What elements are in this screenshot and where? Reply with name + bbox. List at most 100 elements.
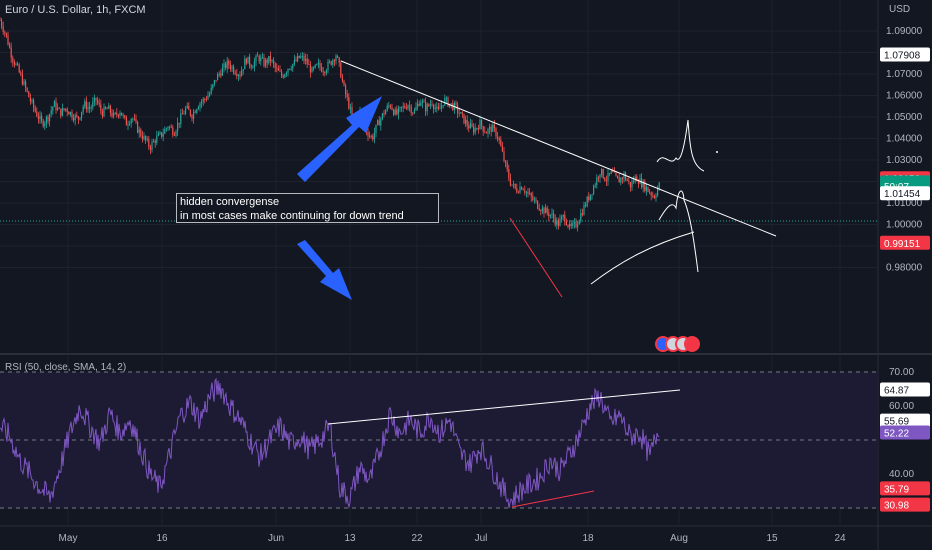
- price-tick-label: 1.06000: [886, 91, 923, 102]
- rsi-tick-label: 40.00: [889, 469, 914, 480]
- candle-body: [31, 100, 33, 102]
- candle-body: [423, 101, 425, 103]
- candle-body: [281, 71, 283, 76]
- candle-body: [588, 196, 590, 200]
- candle-body: [161, 132, 163, 137]
- candle-body: [492, 124, 494, 132]
- candle-body: [116, 112, 118, 115]
- candle-body: [332, 60, 334, 65]
- projection-scribble-top[interactable]: [656, 119, 705, 172]
- candle-body: [493, 124, 495, 129]
- candle-body: [652, 195, 654, 197]
- candle-body: [285, 72, 287, 75]
- candle-body: [170, 126, 172, 128]
- candle-body: [194, 111, 196, 113]
- projection-scribble[interactable]: [658, 190, 699, 273]
- trendline-red-rsi[interactable]: [511, 490, 595, 508]
- trendline-rsi[interactable]: [327, 389, 681, 425]
- candle-body: [545, 207, 547, 214]
- candle-body: [71, 112, 73, 119]
- candle-body: [236, 74, 238, 76]
- candle-body: [207, 95, 209, 100]
- candle-body: [617, 175, 619, 179]
- time-tick-label: 13: [344, 533, 356, 544]
- candle-body: [98, 102, 100, 105]
- candle-body: [564, 214, 566, 222]
- rsi-tag-text: 30.98: [884, 501, 909, 512]
- candle-body: [461, 112, 463, 114]
- candle-body: [609, 173, 611, 174]
- candle-body: [58, 107, 60, 109]
- candle-body: [381, 113, 383, 119]
- event-flag-us-icon[interactable]: [684, 336, 700, 352]
- candle-body: [92, 101, 94, 108]
- candle-body: [81, 111, 83, 118]
- candle-body: [340, 62, 342, 78]
- candle-body: [149, 146, 151, 150]
- candle-body: [241, 70, 243, 77]
- annotation-box[interactable]: hidden convergense in most cases make co…: [176, 193, 439, 223]
- candle-body: [122, 115, 124, 117]
- candle-body: [509, 178, 511, 186]
- candle-body: [618, 178, 620, 183]
- candle-body: [298, 55, 300, 58]
- candle-body: [439, 108, 441, 110]
- candle-body: [511, 184, 513, 186]
- candle-body: [266, 59, 268, 64]
- drawings[interactable]: [297, 60, 777, 508]
- candle-body: [385, 110, 387, 115]
- candle-body: [335, 55, 337, 62]
- arrow-down-icon[interactable]: [297, 240, 352, 300]
- candle-body: [297, 55, 299, 62]
- candle-body: [271, 60, 273, 62]
- candle-body: [413, 110, 415, 114]
- candle-body: [199, 103, 201, 108]
- candle-body: [322, 71, 324, 73]
- candle-body: [279, 70, 281, 72]
- candle-body: [455, 103, 457, 105]
- candle-body: [517, 192, 519, 194]
- trendline-resistance[interactable]: [340, 60, 777, 237]
- candle-body: [532, 196, 534, 200]
- candle-body: [287, 68, 289, 73]
- candle-body: [146, 139, 148, 141]
- candle-body: [553, 213, 555, 219]
- support-curve[interactable]: [590, 231, 695, 285]
- candle-body: [292, 64, 294, 69]
- candle-body: [489, 126, 491, 130]
- arrow-up-icon[interactable]: [297, 96, 382, 182]
- candle-body: [4, 31, 6, 34]
- candle-body: [641, 178, 643, 188]
- annotation-line-2: in most cases make continuing for down t…: [180, 210, 404, 222]
- candle-body: [12, 57, 14, 62]
- candle-body: [177, 122, 179, 132]
- candle-body: [76, 115, 78, 117]
- candle-body: [33, 100, 35, 108]
- candle-body: [314, 64, 316, 68]
- candle-body: [87, 106, 89, 110]
- candle-body: [529, 193, 531, 195]
- price-series: [0, 17, 660, 232]
- candle-body: [293, 59, 295, 65]
- candle-body: [325, 70, 327, 74]
- candle-body: [61, 108, 63, 116]
- candle-body: [469, 123, 471, 129]
- candle-body: [421, 101, 423, 104]
- price-tick-label: 1.03000: [886, 155, 923, 166]
- candle-body: [329, 61, 331, 63]
- candle-body: [65, 108, 67, 110]
- candle-body: [527, 191, 529, 194]
- candle-body: [549, 214, 551, 217]
- candle-body: [239, 75, 241, 77]
- event-markers[interactable]: [655, 336, 700, 352]
- trendline-red-price[interactable]: [509, 217, 563, 298]
- candle-body: [380, 118, 382, 126]
- candle-body: [410, 106, 412, 113]
- candle-body: [140, 129, 142, 136]
- candle-body: [650, 192, 652, 196]
- time-tick-label: 18: [582, 533, 594, 544]
- candle-body: [34, 107, 36, 112]
- candle-body: [543, 207, 545, 214]
- candle-body: [442, 105, 444, 106]
